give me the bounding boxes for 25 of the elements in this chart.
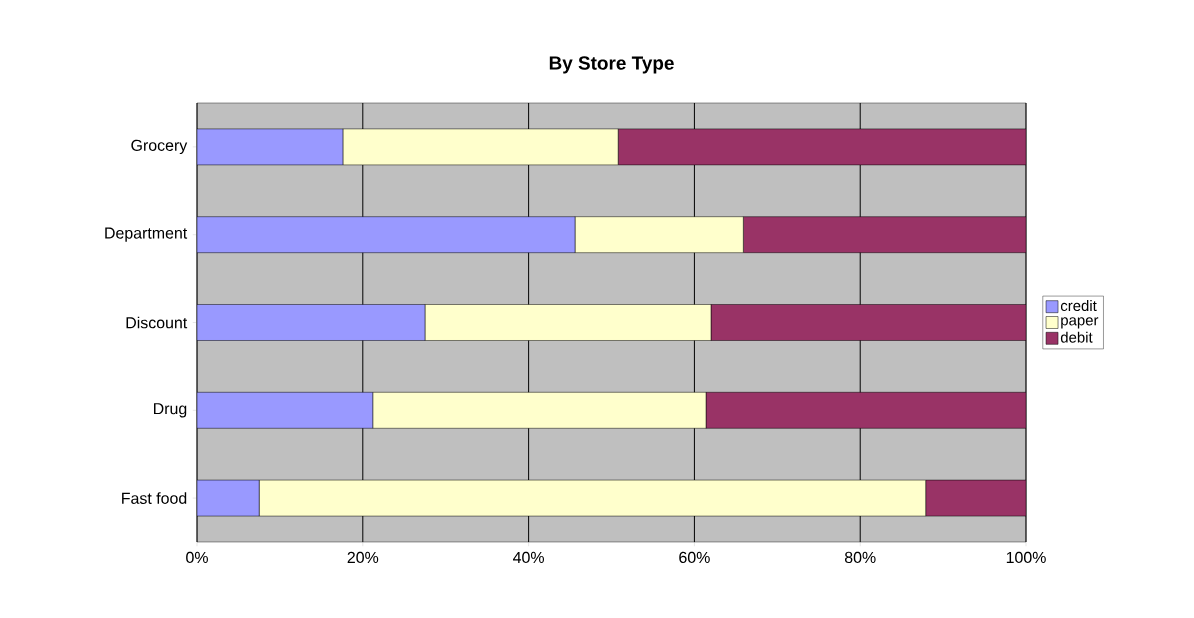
x-tick-label: 100% xyxy=(1006,551,1046,564)
bar xyxy=(197,128,344,166)
y-tick-label: Drug xyxy=(154,403,187,418)
legend-label: debit xyxy=(1060,331,1093,343)
chart-title: By Store Type xyxy=(549,56,674,74)
bar xyxy=(710,304,1027,341)
bar xyxy=(743,216,1027,253)
y-tick-label: Fast food xyxy=(122,492,187,504)
x-tick-label: 20% xyxy=(347,551,379,564)
y-tick-label: Grocery xyxy=(131,139,188,155)
y-tick-label: Department xyxy=(105,227,188,242)
x-tick-label: 80% xyxy=(844,551,876,564)
bar xyxy=(197,304,426,341)
bar xyxy=(197,479,260,517)
x-tick-label: 60% xyxy=(679,551,710,564)
bar xyxy=(197,392,374,429)
x-tick-label: 40% xyxy=(513,551,544,564)
legend-label: paper xyxy=(1061,317,1099,329)
bar xyxy=(617,128,1027,166)
x-tick-label: 0% xyxy=(186,551,208,564)
legend-label: credit xyxy=(1060,300,1097,312)
bar xyxy=(197,216,576,253)
bar xyxy=(925,479,1027,517)
y-tick-label: Discount xyxy=(126,316,188,329)
bar xyxy=(705,392,1027,429)
